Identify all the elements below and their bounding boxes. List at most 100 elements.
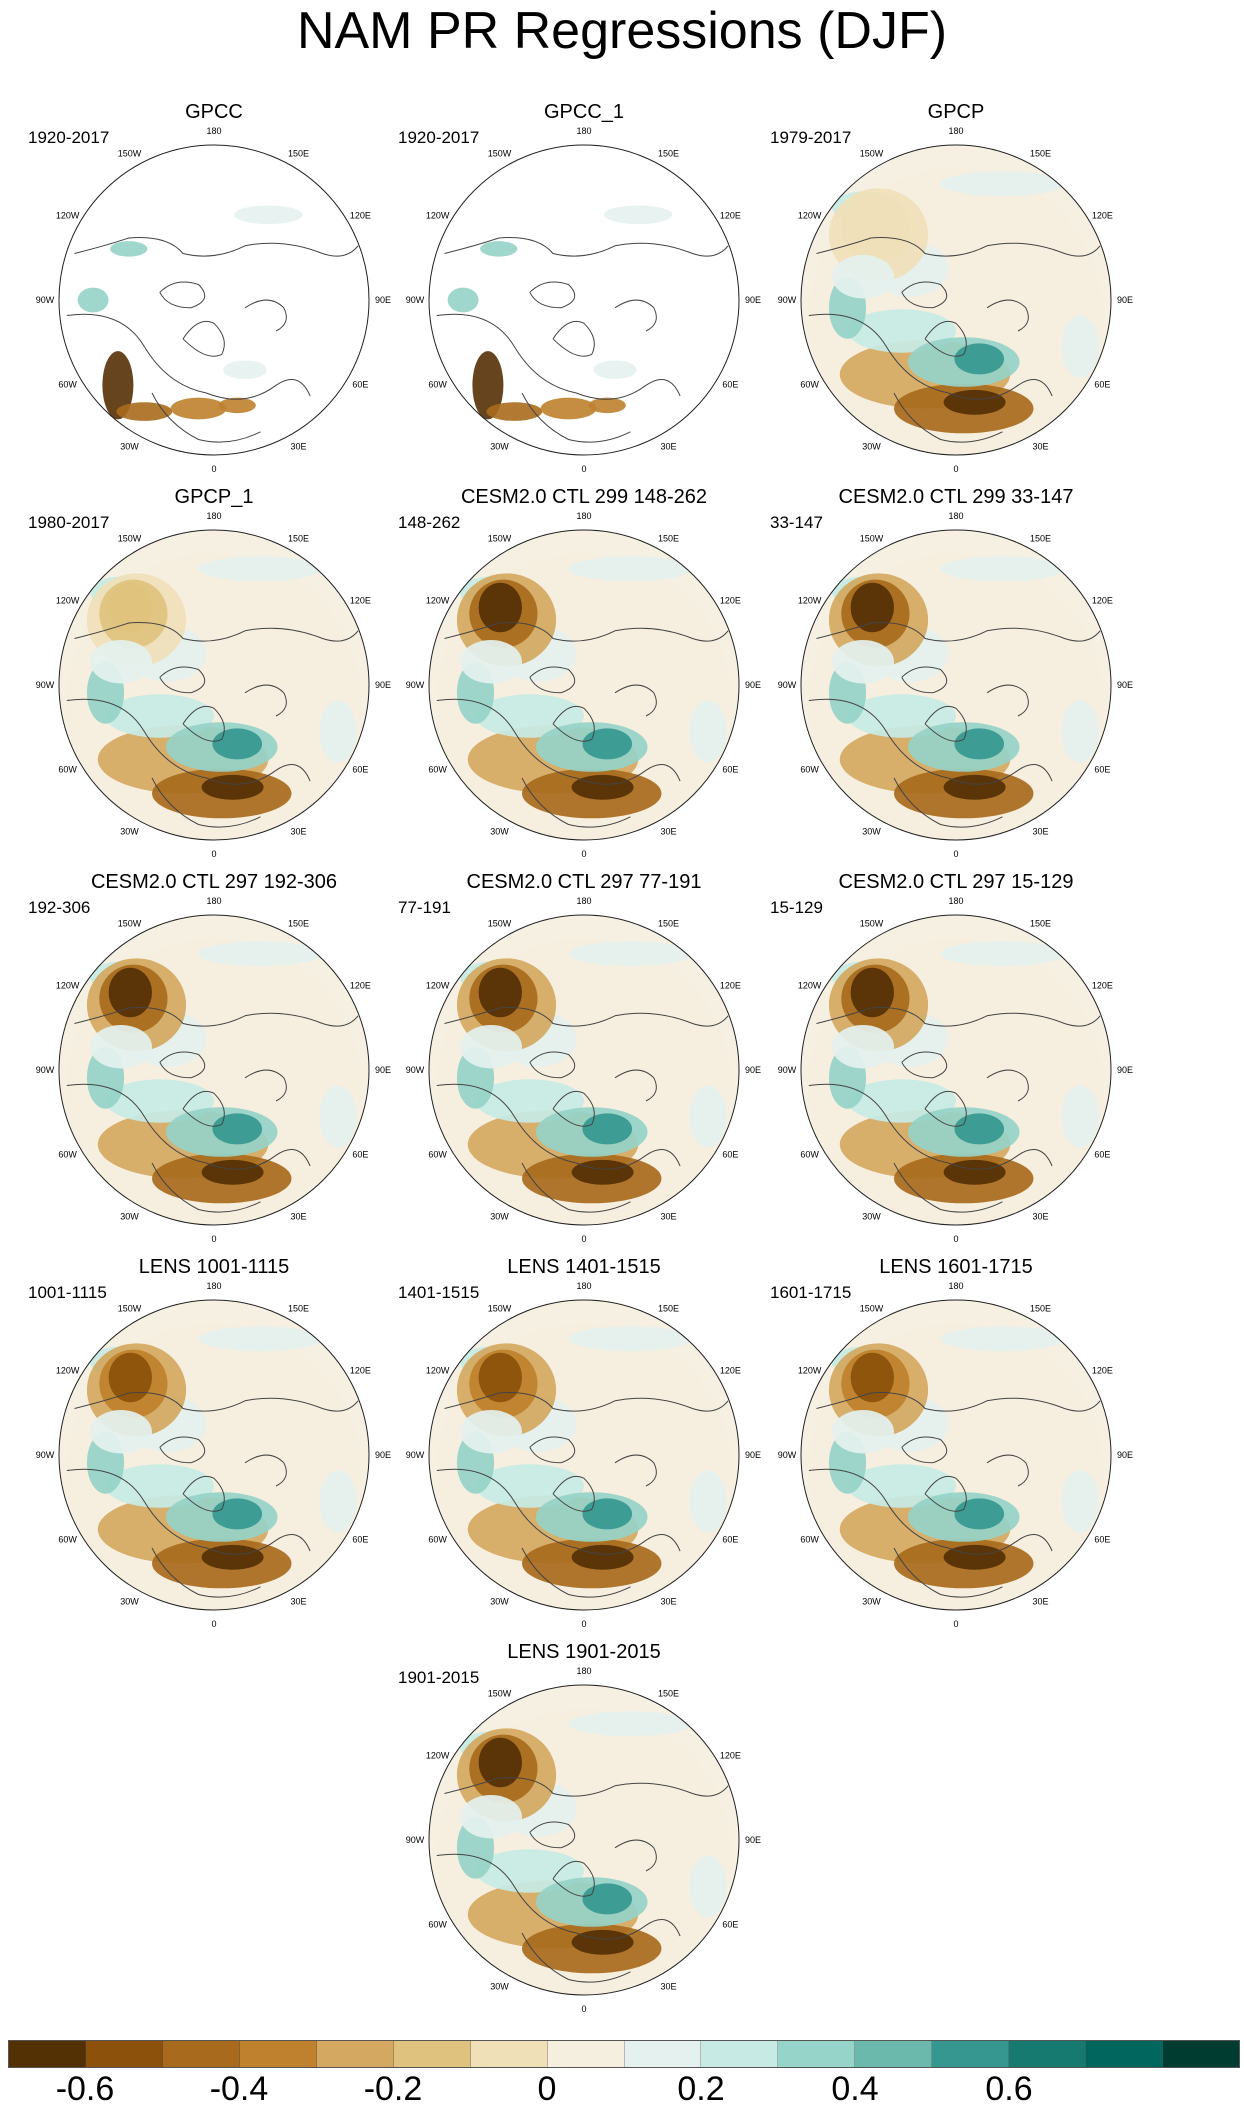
- anomaly-contour: [460, 1795, 522, 1839]
- longitude-label: 150E: [288, 534, 309, 544]
- anomaly-contour: [478, 967, 522, 1018]
- colorbar-boxes: [8, 2040, 1240, 2068]
- map-panel: 180 150E 120E 90E 60E 30E 0 30W 60W 90W 120W 150W LE…: [398, 1255, 770, 1640]
- longitude-label: 90W: [406, 680, 425, 690]
- anomaly-contour: [234, 205, 303, 225]
- map-boundary: [428, 529, 740, 841]
- coastline: [552, 705, 595, 742]
- coastline: [74, 1392, 359, 1412]
- longitude-label: 150W: [860, 1304, 884, 1314]
- longitude-label: 120W: [798, 981, 822, 991]
- longitude-label: 150W: [488, 534, 512, 544]
- panel-title: LENS 1001-1115: [138, 1256, 290, 1278]
- map-panel: 180 150E 120E 90E 60E 30E 0 30W 60W 90W 120W 150W GP…: [28, 100, 400, 485]
- longitude-label: 90W: [778, 1065, 797, 1075]
- longitude-label: 120E: [350, 596, 371, 606]
- panel-title: LENS 1401-1515: [507, 1256, 661, 1278]
- coastline: [521, 1932, 631, 1983]
- anomaly-contour: [77, 287, 109, 313]
- coastline: [614, 684, 657, 717]
- longitude-label: 30W: [490, 826, 509, 836]
- longitude-label: 150E: [658, 1689, 679, 1699]
- longitude-label: 180: [206, 896, 221, 906]
- longitude-label: 60E: [352, 765, 368, 775]
- anomaly-contour: [110, 241, 148, 257]
- longitude-label: 30W: [120, 441, 139, 451]
- panel-title: CESM2.0 CTL 297 192-306: [90, 871, 338, 893]
- longitude-label: 30E: [1032, 1596, 1048, 1606]
- colorbar-swatch: [701, 2041, 779, 2067]
- longitude-label: 60E: [722, 1150, 738, 1160]
- longitude-label: 0: [211, 1619, 216, 1629]
- anomaly-contour: [1061, 1085, 1099, 1148]
- longitude-label: 30E: [660, 1596, 676, 1606]
- coastline: [151, 1547, 261, 1598]
- anomaly-contour: [1061, 700, 1099, 763]
- longitude-label: 90E: [745, 1065, 761, 1075]
- anomaly-contour: [943, 1159, 1006, 1185]
- coastline: [901, 281, 948, 309]
- anomaly-contour: [571, 1929, 634, 1955]
- longitude-label: 30E: [660, 441, 676, 451]
- polar-map: 180 150E 120E 90E 60E 30E 0 30W 60W 90W 120W 150W: [36, 1281, 391, 1629]
- longitude-label: 90E: [745, 680, 761, 690]
- longitude-label: 90W: [778, 295, 797, 305]
- longitude-label: 60W: [428, 380, 447, 390]
- longitude-label: 180: [576, 1666, 591, 1676]
- longitude-label: 90E: [375, 295, 391, 305]
- longitude-label: 150W: [860, 534, 884, 544]
- map-panel: 180 150E 120E 90E 60E 30E 0 30W 60W 90W 120W 150W CE…: [770, 870, 1142, 1255]
- coastline: [816, 1007, 1101, 1027]
- map-panel: 180 150E 120E 90E 60E 30E 0 30W 60W 90W 120W 150W LE…: [28, 1255, 400, 1640]
- anomaly-contour: [568, 1711, 693, 1737]
- map-panel: 180 150E 120E 90E 60E 30E 0 30W 60W 90W 120W 150W GP…: [398, 100, 770, 485]
- longitude-label: 180: [206, 511, 221, 521]
- anomaly-contour: [108, 967, 152, 1018]
- panel-title: CESM2.0 CTL 299 148-262: [460, 486, 708, 508]
- longitude-label: 90E: [1117, 1065, 1133, 1075]
- longitude-label: 30W: [862, 441, 881, 451]
- anomaly-contour: [472, 351, 504, 420]
- longitude-label: 120W: [56, 1366, 80, 1376]
- anomaly-contour: [832, 1025, 894, 1069]
- anomaly-contour: [940, 556, 1065, 582]
- panel-period: 33-147: [770, 513, 823, 532]
- longitude-label: 60E: [722, 1920, 738, 1930]
- coastline: [244, 684, 287, 717]
- longitude-label: 30E: [290, 441, 306, 451]
- coastline: [614, 1839, 657, 1872]
- colorbar-swatch: [778, 2041, 856, 2067]
- longitude-label: 150W: [118, 534, 142, 544]
- coastline: [614, 1454, 657, 1487]
- longitude-label: 150E: [288, 919, 309, 929]
- coastline: [66, 1083, 311, 1170]
- longitude-label: 150W: [488, 149, 512, 159]
- longitude-label: 120E: [720, 1751, 741, 1761]
- panel-period: 1901-2015: [398, 1668, 480, 1687]
- anomaly-contour: [689, 700, 727, 763]
- colorbar-tick-label: -0.2: [363, 2070, 423, 2108]
- panel-title: LENS 1901-2015: [507, 1641, 661, 1663]
- longitude-label: 150W: [860, 149, 884, 159]
- colorbar-tick-label: -0.6: [55, 2070, 115, 2108]
- longitude-label: 120E: [1092, 1366, 1113, 1376]
- map-panel: 180 150E 120E 90E 60E 30E 0 30W 60W 90W 120W 150W GP…: [28, 485, 400, 870]
- coastline: [159, 666, 206, 694]
- coastline: [521, 1547, 631, 1598]
- longitude-label: 60E: [352, 380, 368, 390]
- anomaly-contour: [447, 287, 479, 313]
- anomaly-contour: [90, 640, 152, 684]
- longitude-label: 60W: [800, 380, 819, 390]
- anomaly-contour: [212, 1113, 263, 1145]
- longitude-label: 180: [948, 896, 963, 906]
- coastline: [159, 281, 206, 309]
- panel-period: 1601-1715: [770, 1283, 852, 1302]
- colorbar-swatch: [1163, 2041, 1239, 2067]
- anomaly-contour: [90, 1025, 152, 1069]
- longitude-label: 120E: [720, 981, 741, 991]
- coastline: [893, 1162, 1003, 1213]
- coastline: [521, 777, 631, 828]
- coastline: [244, 1069, 287, 1102]
- longitude-label: 60W: [428, 1920, 447, 1930]
- map-boundary: [428, 914, 740, 1226]
